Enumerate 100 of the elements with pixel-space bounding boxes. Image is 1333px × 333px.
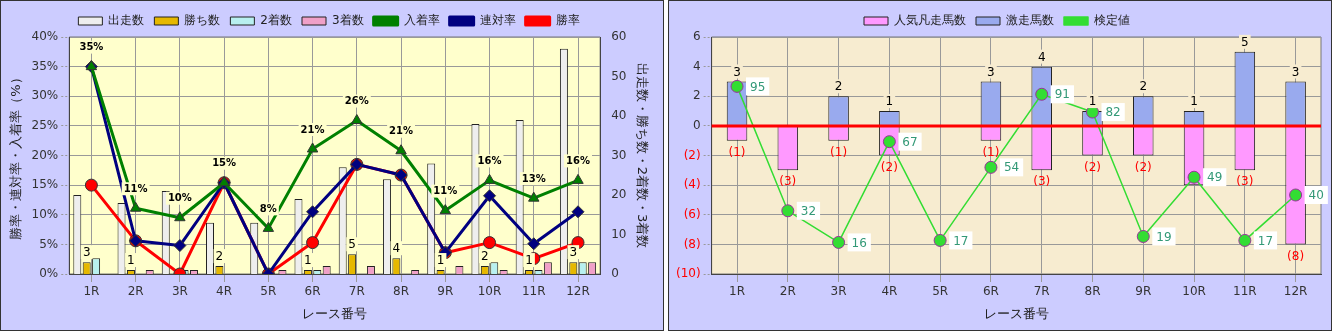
legend-label: 勝率 [555, 13, 580, 28]
x-tick-label: 5R [932, 284, 949, 299]
data-label: 54 [1003, 160, 1020, 175]
data-label: 1 [1088, 94, 1097, 109]
y-tick-label: 6 [692, 29, 701, 44]
data-label: 11% [123, 182, 148, 194]
y-tick-label: 15% [31, 177, 59, 192]
legend-label: 激走馬数 [1006, 13, 1054, 28]
y2-tick-label: 0 [611, 266, 619, 281]
data-label: 5 [348, 237, 356, 252]
data-label: 16 [851, 235, 867, 250]
x-tick-label: 8R [393, 284, 410, 299]
y-tick-label: 2 [692, 88, 701, 103]
data-label: 3 [987, 64, 995, 79]
y2-tick-label: 60 [611, 29, 627, 44]
y-tick-label: 35% [31, 58, 59, 73]
data-label: 3 [82, 245, 91, 260]
data-label: 1 [885, 94, 894, 109]
x-tick-label: 3R [171, 284, 188, 299]
data-label: 1 [525, 253, 533, 268]
y2-tick-label: 50 [611, 68, 627, 83]
legend-label: 連対率 [479, 13, 516, 28]
data-label: 40 [1308, 188, 1324, 203]
x-tick-label: 6R [304, 284, 321, 299]
data-label: 2 [215, 249, 224, 264]
y-tick-label: 0 [692, 118, 701, 132]
data-label: 3 [733, 64, 741, 79]
data-label: 21% [300, 123, 325, 135]
y-tick-label: (10) [675, 266, 701, 281]
data-label: 5 [1241, 34, 1249, 49]
legend-label: 2着数 [260, 13, 293, 28]
data-label: (2) [880, 159, 898, 174]
data-label: 2 [834, 79, 843, 94]
x-tick-label: 4R [216, 284, 233, 299]
data-label: 1 [304, 253, 312, 268]
data-label: 19 [1156, 229, 1172, 244]
legend-label: 勝ち数 [184, 13, 221, 28]
data-label: 2 [481, 249, 489, 264]
data-label: 95 [750, 79, 766, 94]
data-label: 4 [1037, 49, 1046, 64]
x-tick-label: 9R [437, 284, 454, 299]
y-tick-label: 4 [692, 58, 701, 73]
y2-axis-title: 出走数・勝ち数・2着数・3着数 [634, 62, 650, 249]
data-label: 3 [1291, 64, 1300, 79]
data-label: 1 [436, 253, 445, 268]
y2-tick-label: 30 [611, 147, 627, 162]
y-tick-label: 10% [31, 206, 59, 221]
x-axis-title: レース番号 [983, 305, 1049, 321]
y-tick-label: (4) [683, 177, 701, 192]
data-label: 17 [1257, 233, 1274, 248]
x-tick-label: 11R [1233, 284, 1257, 299]
data-label: 16% [477, 154, 502, 166]
y-tick-label: (6) [683, 206, 701, 221]
x-tick-label: 10R [1182, 284, 1206, 299]
y-tick-label: 20% [31, 147, 59, 162]
data-label: 21% [389, 125, 414, 137]
data-label: 26% [344, 95, 369, 107]
data-label: (2) [1134, 159, 1152, 174]
legend-label: 人気凡走馬数 [894, 13, 966, 28]
x-tick-label: 6R [982, 284, 999, 299]
data-label: 82 [1105, 105, 1121, 120]
data-label: (3) [1033, 174, 1051, 189]
x-tick-label: 2R [127, 284, 144, 299]
x-tick-label: 12R [1283, 284, 1308, 299]
data-label: 32 [800, 203, 817, 218]
data-label: 35% [79, 41, 104, 53]
data-label: 49 [1207, 170, 1223, 185]
x-tick-label: 5R [260, 284, 277, 299]
data-label: 2 [1139, 79, 1148, 94]
y-axis-title: 勝率・連対率・入着率（%） [8, 71, 24, 240]
data-label: 16% [566, 154, 590, 166]
data-label: 67 [902, 134, 918, 149]
y2-tick-label: 20 [611, 187, 627, 202]
y-tick-label: (2) [683, 147, 701, 162]
x-tick-label: 9R [1135, 284, 1152, 299]
data-label: (3) [1236, 174, 1254, 189]
x-tick-label: 10R [477, 284, 502, 299]
data-label: 1 [1190, 94, 1198, 109]
x-tick-label: 11R [521, 284, 546, 299]
data-label: 13% [521, 172, 546, 184]
legend-label: 入着率 [403, 13, 440, 28]
x-tick-label: 8R [1084, 284, 1101, 299]
x-tick-label: 1R [729, 284, 746, 299]
y-tick-label: 40% [31, 29, 59, 44]
x-tick-label: 7R [348, 284, 365, 299]
x-axis-title: レース番号 [302, 305, 368, 321]
y-tick-label: 0% [39, 266, 59, 281]
data-label: 3 [569, 245, 578, 260]
x-tick-label: 7R [1033, 284, 1050, 299]
y-tick-label: 30% [31, 88, 59, 103]
data-label: (1) [982, 144, 1000, 159]
y-tick-label: (8) [683, 236, 701, 251]
y2-tick-label: 40 [611, 108, 627, 123]
data-label: 10% [167, 192, 192, 204]
data-label: 91 [1054, 87, 1070, 102]
y2-tick-label: 10 [611, 226, 627, 241]
y-tick-label: 5% [39, 236, 59, 251]
data-label: 15% [212, 157, 237, 169]
data-label: 4 [392, 241, 401, 256]
x-tick-label: 1R [83, 284, 100, 299]
